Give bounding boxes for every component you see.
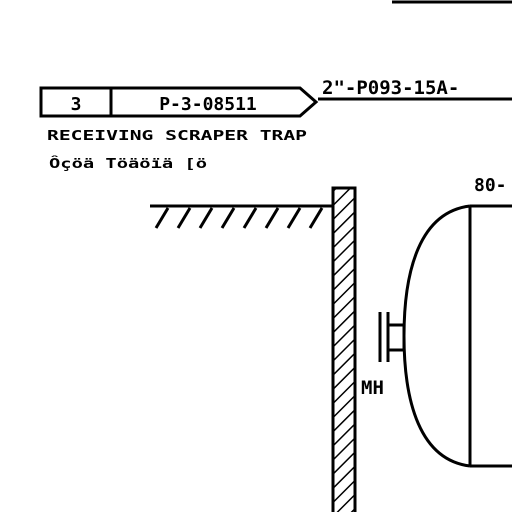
corner-fragment-text: 80- — [474, 175, 507, 196]
line-tag: 2"-P093-15A- — [322, 77, 459, 99]
hatched-wall — [331, 186, 357, 517]
connector-sheet-number: 3 — [71, 94, 82, 115]
connector-caption: RECEIVING SCRAPER TRAP — [47, 129, 307, 144]
connector-caption-local: Ôçöä Töäöïä [ö — [49, 156, 207, 172]
connector-outline — [39, 86, 319, 118]
manhole-nozzle[interactable] — [378, 312, 406, 362]
connector-drawing-ref: P-3-08511 — [159, 94, 257, 115]
manhole-label: MH — [361, 377, 384, 399]
vessel-head[interactable] — [402, 204, 471, 468]
off-page-connector[interactable]: 3 P-3-08511 — [39, 86, 319, 118]
ground-hatching — [154, 207, 324, 229]
